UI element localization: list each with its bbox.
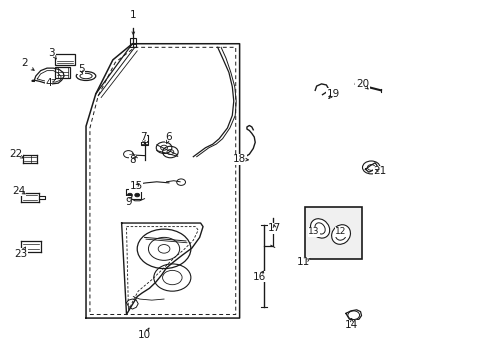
Circle shape [127, 193, 132, 197]
Ellipse shape [331, 225, 350, 244]
Text: 23: 23 [15, 248, 28, 258]
Text: 1: 1 [130, 10, 136, 20]
Text: 9: 9 [125, 197, 131, 207]
Text: 12: 12 [335, 228, 346, 237]
Bar [55, 54, 75, 64]
Text: 4: 4 [45, 78, 52, 88]
Ellipse shape [76, 72, 96, 81]
Ellipse shape [310, 219, 329, 238]
Text: 6: 6 [165, 132, 172, 142]
Text: 22: 22 [10, 149, 23, 159]
Text: 13: 13 [307, 228, 319, 237]
Bar [55, 67, 70, 78]
Text: 7: 7 [140, 132, 146, 142]
Text: 11: 11 [296, 257, 309, 267]
Text: 17: 17 [267, 224, 281, 233]
Ellipse shape [314, 223, 325, 234]
Text: 3: 3 [48, 48, 55, 58]
Text: 19: 19 [326, 89, 339, 99]
Text: 24: 24 [13, 186, 26, 196]
Text: 2: 2 [21, 58, 27, 68]
Ellipse shape [80, 73, 92, 79]
Circle shape [133, 182, 140, 187]
Text: 15: 15 [129, 181, 142, 192]
Bar [126, 189, 141, 199]
Ellipse shape [335, 229, 346, 240]
Text: 5: 5 [78, 64, 84, 74]
Bar [130, 39, 136, 47]
Text: 16: 16 [252, 272, 265, 282]
Circle shape [135, 193, 140, 197]
Bar [305, 207, 361, 259]
Text: 18: 18 [232, 154, 246, 164]
Text: 20: 20 [355, 79, 368, 89]
Text: 14: 14 [345, 320, 358, 330]
Bar [141, 135, 148, 145]
Text: 21: 21 [373, 166, 386, 176]
Text: 10: 10 [138, 330, 151, 340]
Text: 8: 8 [129, 155, 135, 165]
